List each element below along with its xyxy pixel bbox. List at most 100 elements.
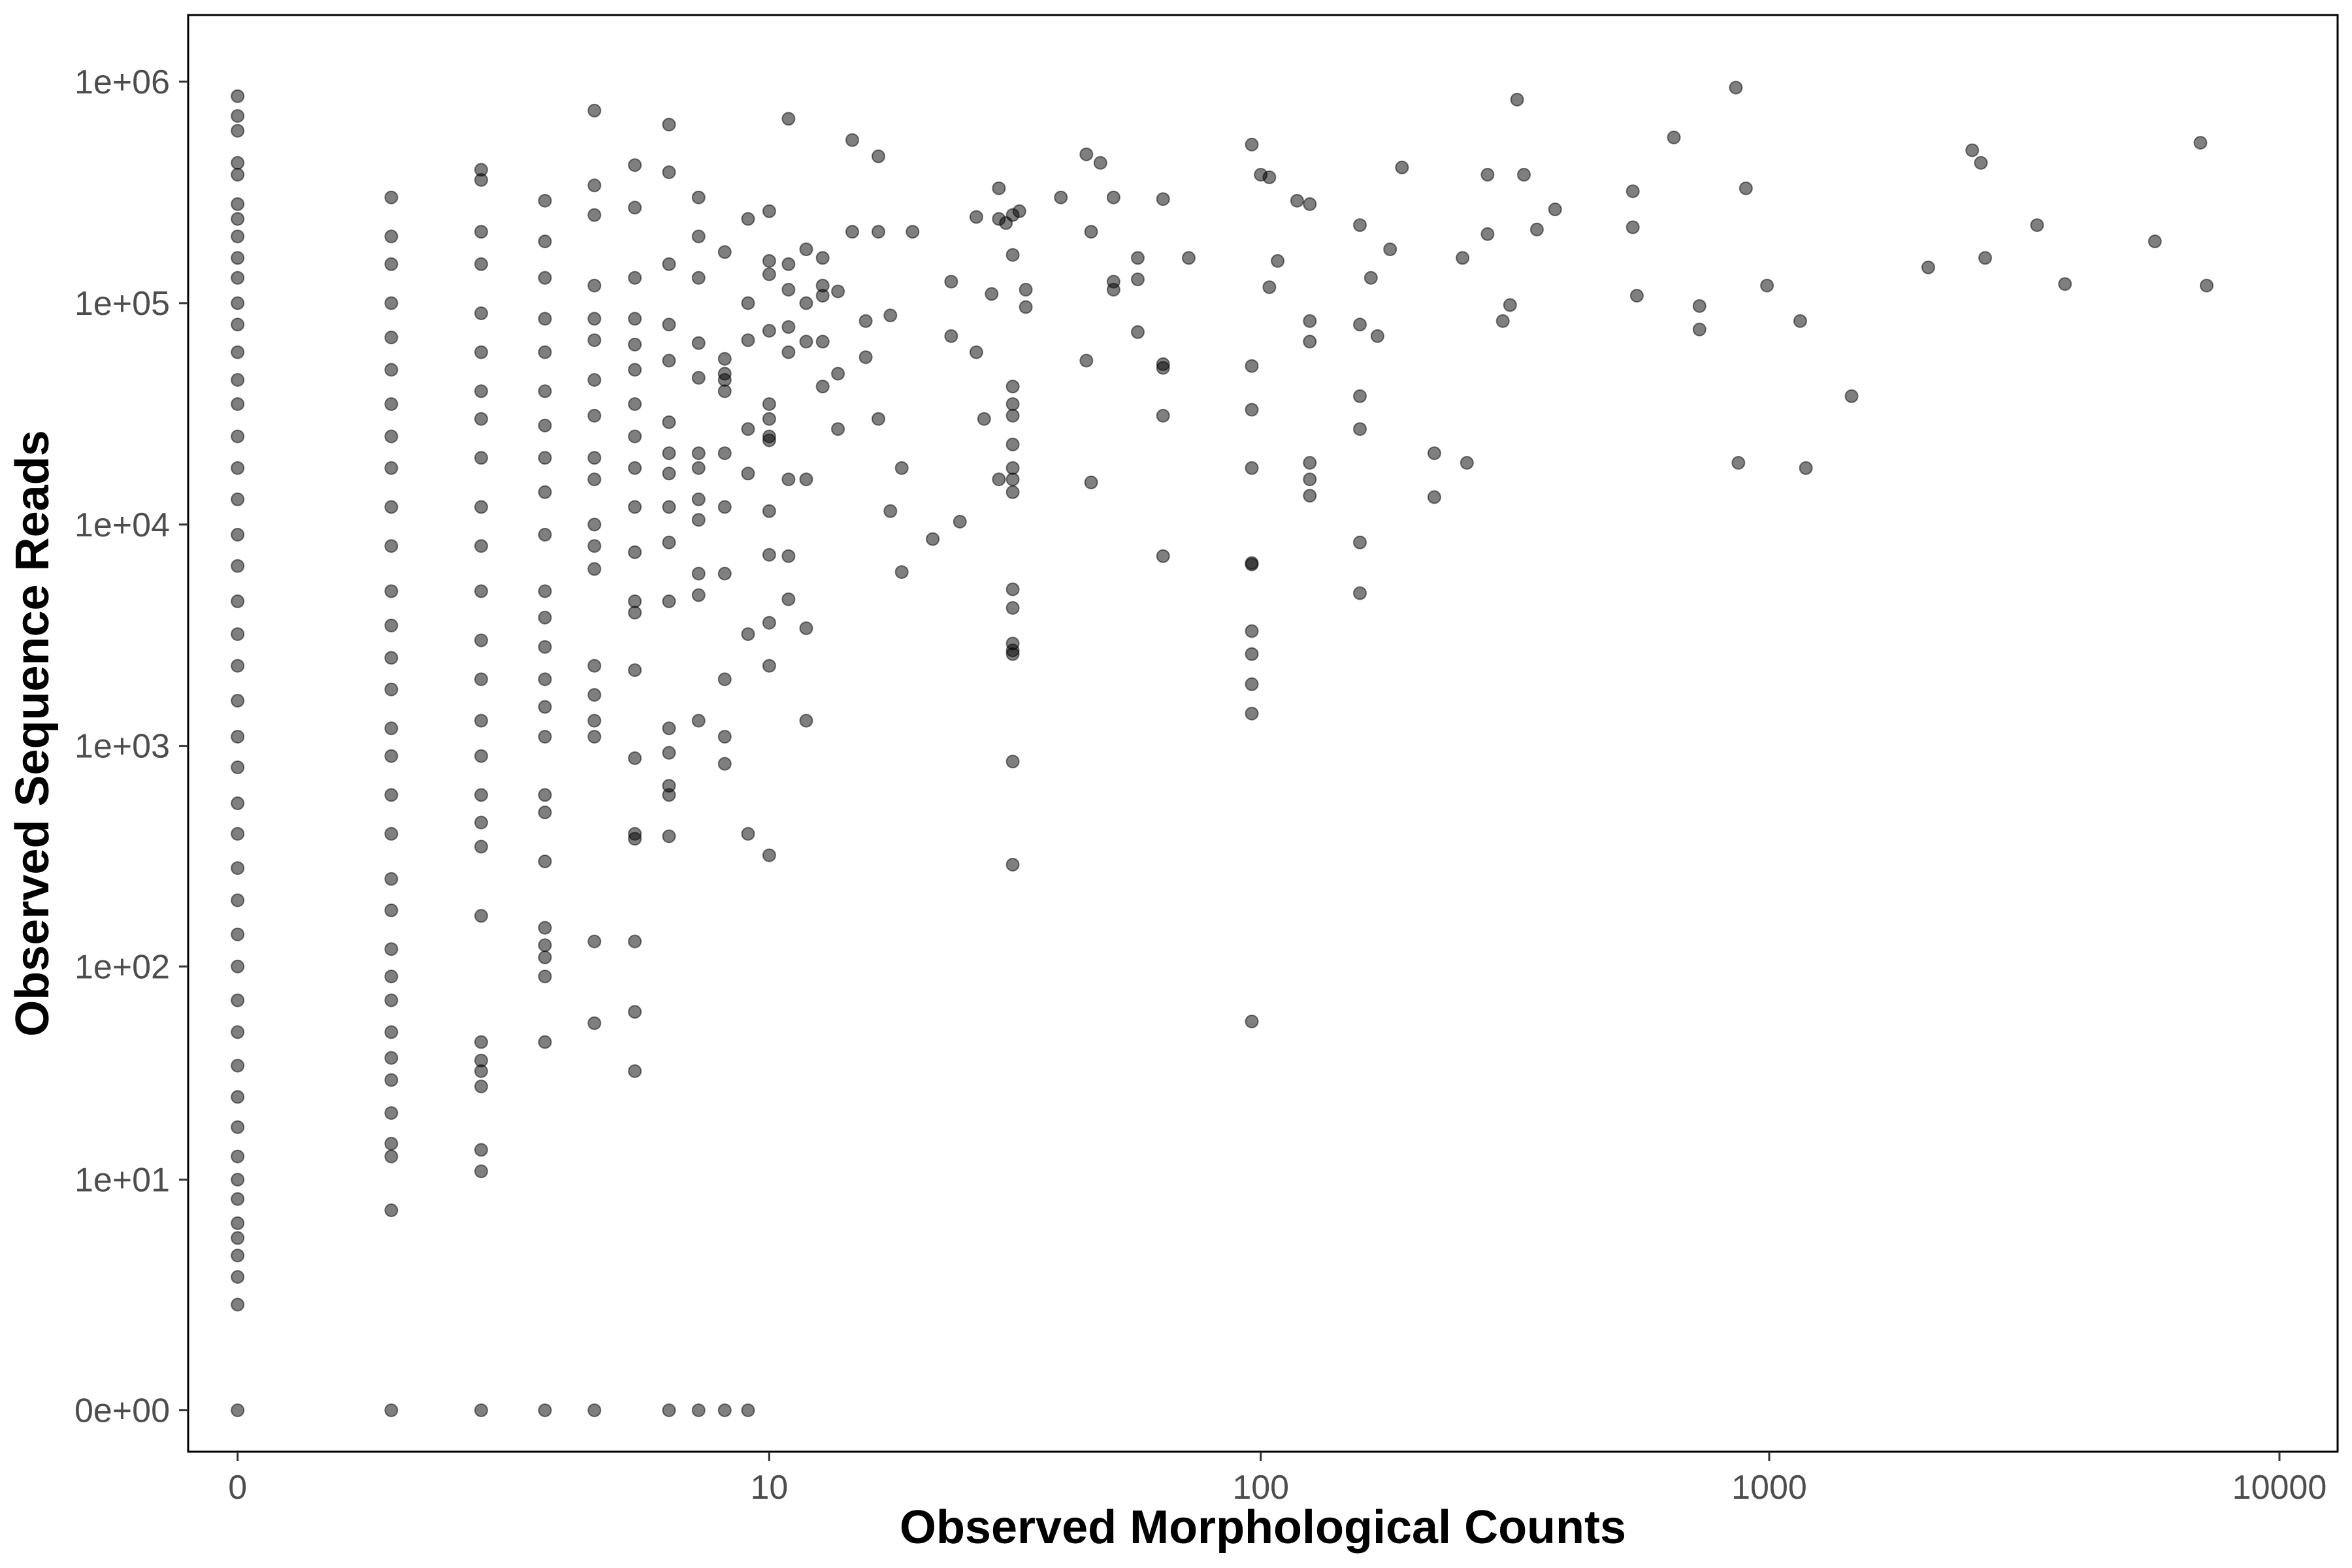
data-point xyxy=(384,682,399,696)
data-point xyxy=(231,927,245,941)
data-point xyxy=(384,970,399,984)
data-point xyxy=(1548,203,1562,216)
data-point xyxy=(474,749,488,763)
data-point xyxy=(384,1403,399,1418)
data-point xyxy=(662,1403,676,1418)
data-point xyxy=(231,760,245,774)
data-point xyxy=(691,492,706,506)
data-point xyxy=(231,659,245,673)
data-point xyxy=(781,320,796,334)
data-point xyxy=(1456,251,1470,265)
data-point xyxy=(231,1192,245,1206)
data-point xyxy=(1495,314,1510,328)
data-point xyxy=(691,336,706,350)
data-point xyxy=(1978,251,1992,265)
data-point xyxy=(231,627,245,642)
data-point xyxy=(384,1149,399,1164)
data-point xyxy=(741,422,755,436)
plot-panel-border xyxy=(187,14,2339,1453)
x-tick-label: 100 xyxy=(1232,1469,1289,1507)
data-point xyxy=(1131,272,1145,287)
data-point xyxy=(762,504,776,518)
data-point xyxy=(231,1216,245,1230)
data-point xyxy=(1005,248,1020,262)
data-point xyxy=(781,345,796,359)
data-point xyxy=(384,397,399,411)
data-point xyxy=(628,663,642,678)
data-point xyxy=(1303,314,1317,328)
data-point xyxy=(231,559,245,573)
data-point xyxy=(474,306,488,320)
data-point xyxy=(474,412,488,426)
data-point xyxy=(1106,282,1120,297)
data-point xyxy=(1480,167,1495,182)
data-point xyxy=(1156,549,1170,563)
data-point xyxy=(815,251,830,265)
data-point xyxy=(231,796,245,810)
y-tick-label: 1e+03 xyxy=(74,728,170,766)
data-point xyxy=(231,861,245,875)
data-point xyxy=(231,270,245,285)
data-point xyxy=(781,472,796,487)
data-point xyxy=(231,167,245,182)
data-point xyxy=(717,500,732,514)
data-point xyxy=(384,296,399,310)
data-point xyxy=(384,749,399,763)
data-point xyxy=(231,212,245,226)
x-tick-label: 10 xyxy=(750,1469,788,1507)
data-point xyxy=(894,565,909,580)
data-point xyxy=(815,335,830,349)
data-point xyxy=(628,158,642,172)
data-point xyxy=(969,345,983,359)
data-point xyxy=(662,257,676,271)
data-point xyxy=(992,181,1006,195)
data-point xyxy=(2200,278,2213,293)
data-point xyxy=(231,826,245,841)
data-point xyxy=(799,242,813,257)
data-point xyxy=(474,633,488,647)
data-point xyxy=(883,308,898,323)
data-point xyxy=(474,909,488,923)
data-point xyxy=(1692,322,1707,336)
data-point xyxy=(474,539,488,553)
data-point xyxy=(1019,300,1033,314)
data-point xyxy=(894,461,909,475)
data-point xyxy=(384,1025,399,1039)
data-point xyxy=(1245,706,1259,721)
data-point xyxy=(662,318,676,332)
data-point xyxy=(1353,535,1367,549)
data-point xyxy=(799,335,813,349)
data-point xyxy=(231,373,245,387)
data-point xyxy=(384,461,399,475)
data-point xyxy=(691,588,706,602)
data-point xyxy=(662,594,676,608)
data-point xyxy=(1005,437,1020,451)
data-point xyxy=(691,370,706,385)
data-point xyxy=(831,284,845,299)
data-point xyxy=(231,1173,245,1187)
data-point xyxy=(1005,397,1020,411)
data-point xyxy=(717,672,732,687)
data-point xyxy=(691,229,706,244)
data-point xyxy=(628,594,642,608)
data-point xyxy=(474,1143,488,1157)
data-point xyxy=(384,942,399,956)
data-point xyxy=(717,1403,732,1418)
y-tick-label: 0e+00 xyxy=(74,1392,170,1430)
data-point xyxy=(231,397,245,411)
data-point xyxy=(231,155,245,170)
data-point xyxy=(741,212,755,226)
data-point xyxy=(1760,278,1774,293)
data-point xyxy=(717,351,732,366)
data-point xyxy=(474,225,488,239)
data-point xyxy=(628,934,642,949)
data-point xyxy=(662,721,676,736)
data-point xyxy=(1625,184,1640,199)
data-point xyxy=(691,713,706,728)
data-point xyxy=(799,621,813,636)
data-point xyxy=(538,938,552,953)
x-tick-label: 1000 xyxy=(1731,1469,1807,1507)
data-point xyxy=(474,584,488,598)
data-point xyxy=(1290,193,1304,208)
